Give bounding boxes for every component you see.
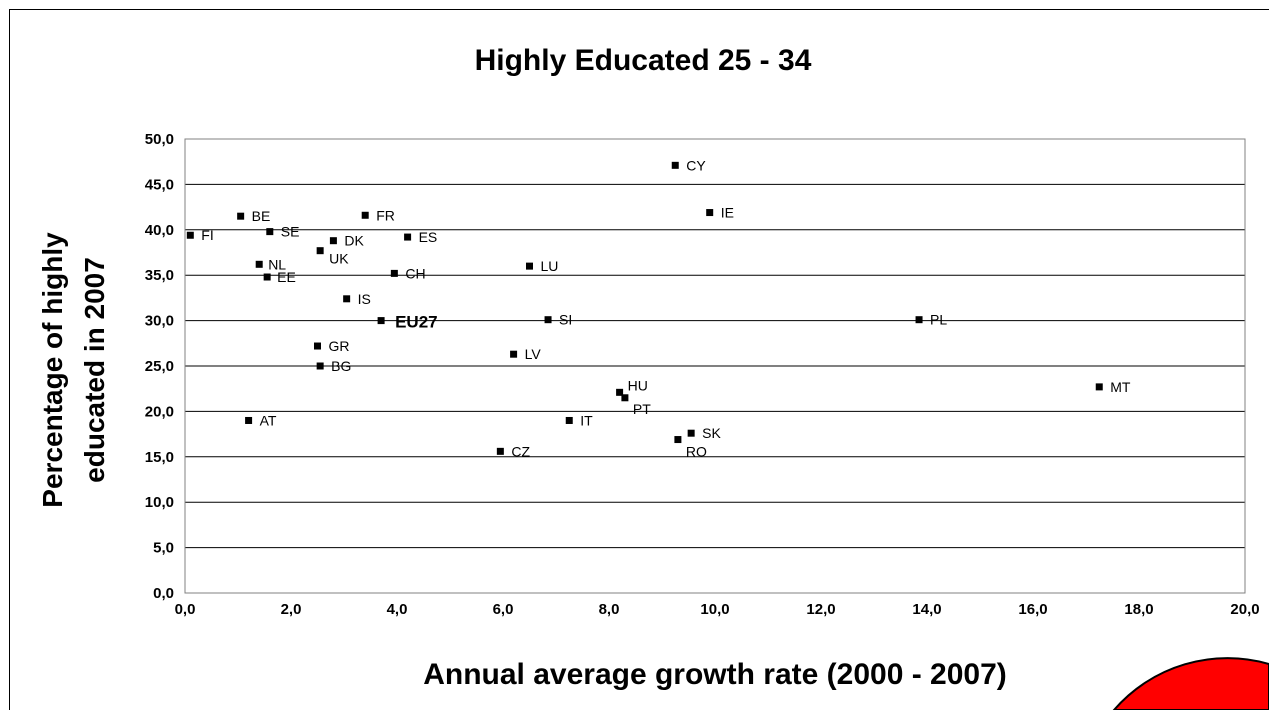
data-point-sk [687, 429, 695, 437]
data-point-uk [316, 247, 324, 255]
x-tick-label: 10,0 [700, 601, 729, 618]
data-points [186, 161, 1103, 455]
data-point-es [404, 233, 412, 241]
x-tick-label: 14,0 [912, 601, 941, 618]
data-point-pl [915, 316, 923, 324]
gridlines [185, 183, 1245, 549]
y-tick-label: 25,0 [145, 358, 174, 375]
x-tick-label: 0,0 [175, 601, 196, 618]
data-point-cz [496, 447, 504, 455]
data-point-bg [316, 362, 324, 370]
data-label-ch: CH [405, 265, 425, 281]
data-label-gr: GR [329, 338, 350, 354]
data-label-dk: DK [344, 233, 364, 249]
x-axis-tick-labels: 0,0 2,0 4,0 6,0 8,0 10,0 12,0 14,0 16,0 18,0 20,0 [175, 601, 1260, 618]
data-label-nl: NL [268, 256, 286, 272]
data-point-pt [621, 394, 629, 402]
y-tick-label: 45,0 [145, 176, 174, 193]
data-label-lu: LU [541, 258, 559, 274]
y-tick-label: 20,0 [145, 403, 174, 420]
data-point-dk [329, 237, 337, 245]
y-tick-label: 15,0 [145, 449, 174, 466]
y-tick-label: 0,0 [153, 585, 174, 602]
data-label-it: IT [580, 412, 593, 428]
chart-title: Highly Educated 25 - 34 [475, 44, 812, 77]
y-tick-label: 35,0 [145, 267, 174, 284]
x-tick-label: 12,0 [806, 601, 835, 618]
data-label-eu27: EU27 [395, 313, 438, 332]
data-label-fr: FR [376, 207, 395, 223]
y-axis-title-line-2: educated in 2007 [79, 257, 110, 483]
x-axis-title: Annual average growth rate (2000 - 2007) [423, 658, 1007, 691]
data-point-lu [526, 262, 533, 270]
data-label-es: ES [419, 229, 438, 245]
plot-area-border [184, 138, 1246, 594]
data-label-cy: CY [686, 157, 706, 173]
data-label-bg: BG [331, 358, 351, 374]
data-point-gr [314, 342, 321, 350]
y-axis-title: Percentage of highly educated in 2007 [37, 232, 110, 508]
data-point-ro [674, 436, 682, 444]
data-point-hu [616, 388, 624, 396]
data-point-nl [255, 260, 263, 268]
y-tick-label: 5,0 [153, 540, 174, 557]
data-point-is [343, 295, 351, 303]
data-point-ee [263, 273, 271, 281]
data-label-is: IS [358, 291, 371, 307]
data-label-at: AT [260, 412, 277, 428]
data-point-it [565, 416, 573, 424]
y-tick-label: 30,0 [145, 313, 174, 330]
data-point-cy [671, 161, 679, 169]
data-point-mt [1095, 383, 1103, 391]
data-point-be [237, 212, 245, 220]
data-point-se [266, 228, 274, 236]
data-label-fi: FI [201, 227, 213, 243]
data-label-ro: RO [686, 444, 707, 460]
data-point-fi [186, 231, 194, 239]
data-label-uk: UK [329, 251, 349, 267]
x-tick-label: 2,0 [281, 601, 302, 618]
data-label-be: BE [252, 208, 271, 224]
data-point-lv [510, 350, 518, 358]
y-tick-label: 10,0 [145, 494, 174, 511]
data-point-ch [390, 269, 398, 277]
data-label-se: SE [281, 224, 300, 240]
data-label-lv: LV [525, 346, 542, 362]
x-tick-label: 16,0 [1018, 601, 1047, 618]
x-tick-label: 4,0 [387, 601, 408, 618]
y-tick-label: 40,0 [145, 222, 174, 239]
y-axis-tick-labels: 0,0 5,0 10,0 15,0 20,0 25,0 30,0 35,0 40,0 45,0 50… [145, 131, 174, 602]
data-point-eu27 [377, 317, 385, 325]
data-point-ie [706, 209, 714, 217]
data-label-pl: PL [930, 312, 947, 328]
x-tick-label: 6,0 [493, 601, 514, 618]
data-label-cz: CZ [511, 443, 530, 459]
data-label-si: SI [559, 312, 572, 328]
data-label-pt: PT [633, 401, 651, 417]
y-tick-label: 50,0 [145, 131, 174, 148]
y-axis-title-line-1: Percentage of highly [37, 232, 68, 508]
data-label-sk: SK [702, 425, 721, 441]
data-label-mt: MT [1110, 379, 1131, 395]
x-tick-label: 18,0 [1124, 601, 1153, 618]
data-label-ee: EE [277, 269, 296, 285]
corner-red-shape [1112, 657, 1269, 710]
x-tick-label: 20,0 [1230, 601, 1259, 618]
data-label-ie: IE [721, 205, 734, 221]
data-point-si [544, 316, 552, 324]
data-point-fr [361, 211, 369, 219]
x-tick-label: 8,0 [599, 601, 620, 618]
data-point-at [245, 416, 253, 424]
data-label-hu: HU [628, 377, 648, 393]
